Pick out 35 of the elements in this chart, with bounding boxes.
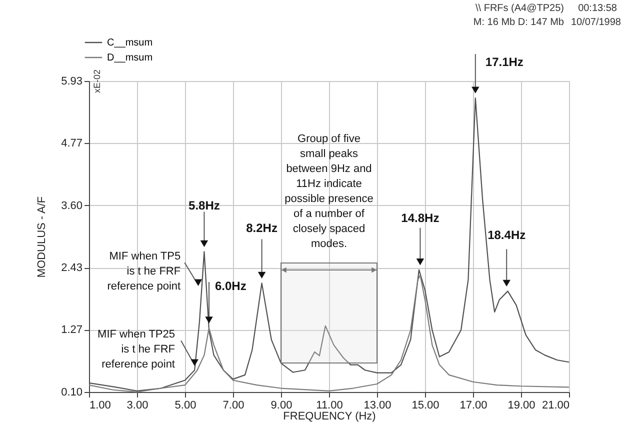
band-label: Group of five small peaks between 9Hz and 11Hz indicate possible presence of a number of closely spaced modes. <box>284 133 374 250</box>
x-tick-label: 17.00 <box>460 400 488 412</box>
x-tick-label: 9.00 <box>270 400 292 412</box>
annotation: 17.1Hz <box>485 55 524 70</box>
annotation: 8.2Hz <box>246 221 278 236</box>
x-axis-title: FREQUENCY (Hz) <box>283 410 376 422</box>
text: 10/07/1998 <box>570 17 622 28</box>
x-tick-label: 1.00 <box>90 400 111 412</box>
y-axis-title: MODULUS - A/F <box>36 196 48 278</box>
annotation: 6.0Hz <box>215 278 246 293</box>
legend-label: D__msum <box>107 52 153 64</box>
annotation: 18.4Hz <box>488 228 526 242</box>
annotation: 14.8Hz <box>401 210 440 225</box>
y-tick-label: 5.93 <box>61 76 82 88</box>
x-tick-label: 5.00 <box>174 400 196 412</box>
y-tick-label: 1.27 <box>61 324 82 336</box>
annotation: 5.8Hz <box>188 198 220 213</box>
text: 00:13:58 <box>578 3 618 14</box>
x-tick-label: 13.00 <box>364 400 392 412</box>
annotation: MIF when TP25 is t he FRF reference point <box>98 328 176 371</box>
text: \\ FRFs (A4@TP25) <box>476 3 564 14</box>
y-tick-label: 0.10 <box>61 386 82 398</box>
legend-label: C__msum <box>107 38 153 48</box>
y-tick-label: 2.43 <box>61 262 82 274</box>
annotation: MIF when TP5 is t he FRF reference point <box>107 250 181 293</box>
x-tick-label: 3.00 <box>126 400 148 412</box>
x-tick-label: 19.00 <box>508 400 536 412</box>
x-tick-label: 7.00 <box>222 400 244 412</box>
text: M: 16 Mb D: 147 Mb <box>473 17 564 28</box>
y-tick-label: 4.77 <box>61 137 82 150</box>
x-tick-label: 21.00 <box>542 400 570 412</box>
annotation: xE-02 <box>92 69 102 93</box>
x-tick-label: 15.00 <box>412 400 440 412</box>
y-tick-label: 3.60 <box>61 200 82 212</box>
x-tick-label: 11.00 <box>316 400 343 412</box>
